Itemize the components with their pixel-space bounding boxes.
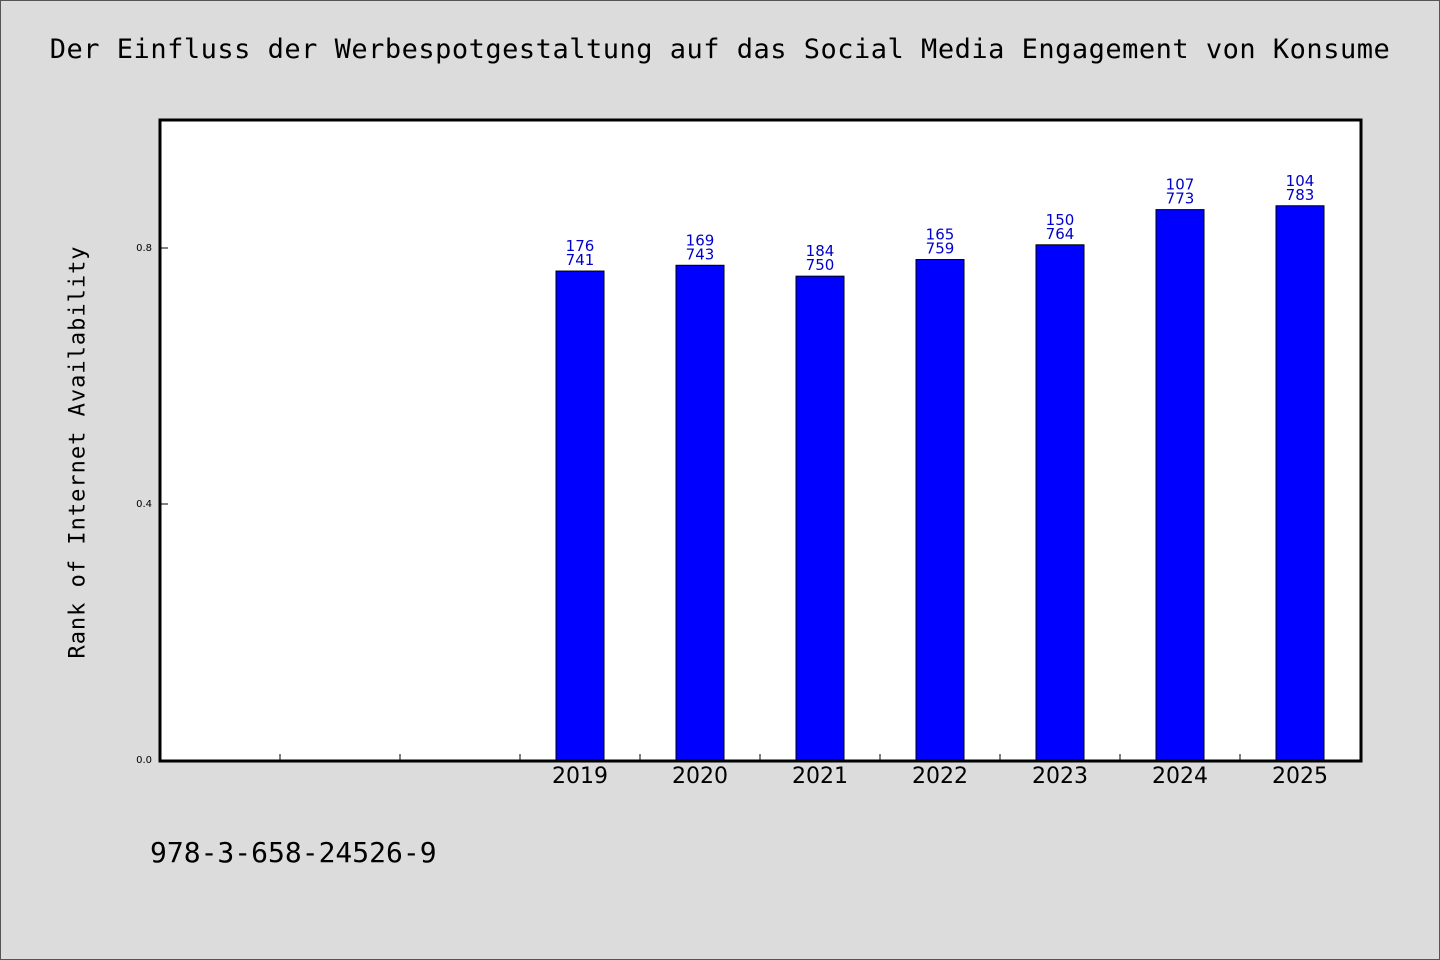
data-label-top: 176 <box>566 237 595 255</box>
data-label-bottom: 773 <box>1166 190 1195 208</box>
data-label-top: 104 <box>1286 172 1315 190</box>
bar <box>915 259 965 761</box>
bar <box>795 275 845 761</box>
isbn-footnote: 978-3-658-24526-9 <box>150 836 437 869</box>
y-tick-label: 0.8 <box>136 243 152 254</box>
data-label-top: 107 <box>1166 176 1195 194</box>
y-tick-label: 0.0 <box>136 755 152 766</box>
x-tick-label: 2023 <box>1032 764 1088 789</box>
x-tick-label: 2025 <box>1272 764 1328 789</box>
bar <box>1035 244 1085 761</box>
x-tick-label: 2020 <box>672 764 728 789</box>
bar <box>675 264 725 761</box>
data-label-top: 165 <box>926 226 955 244</box>
bar <box>555 270 605 761</box>
x-tick-label: 2024 <box>1152 764 1208 789</box>
data-label-bottom: 750 <box>806 256 835 274</box>
data-label-bottom: 743 <box>686 245 715 263</box>
x-tick-label: 2021 <box>792 764 848 789</box>
data-label-top: 184 <box>806 242 835 260</box>
data-label-bottom: 741 <box>566 251 595 269</box>
bar <box>1155 209 1205 761</box>
data-label-top: 169 <box>686 231 715 249</box>
x-tick-label: 2019 <box>552 764 608 789</box>
chart-title: Der Einfluss der Werbespotgestaltung auf… <box>49 34 1391 65</box>
data-label-bottom: 759 <box>926 240 955 258</box>
data-label-bottom: 783 <box>1286 186 1315 204</box>
y-tick-label: 0.4 <box>136 499 152 510</box>
x-tick-label: 2022 <box>912 764 968 789</box>
data-label-bottom: 764 <box>1046 225 1075 243</box>
bar <box>1275 205 1325 761</box>
data-label-top: 150 <box>1046 211 1075 229</box>
